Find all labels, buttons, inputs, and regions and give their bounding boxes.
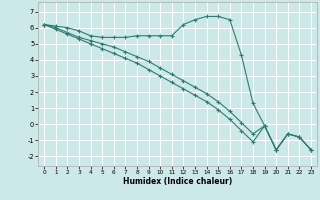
X-axis label: Humidex (Indice chaleur): Humidex (Indice chaleur) (123, 177, 232, 186)
